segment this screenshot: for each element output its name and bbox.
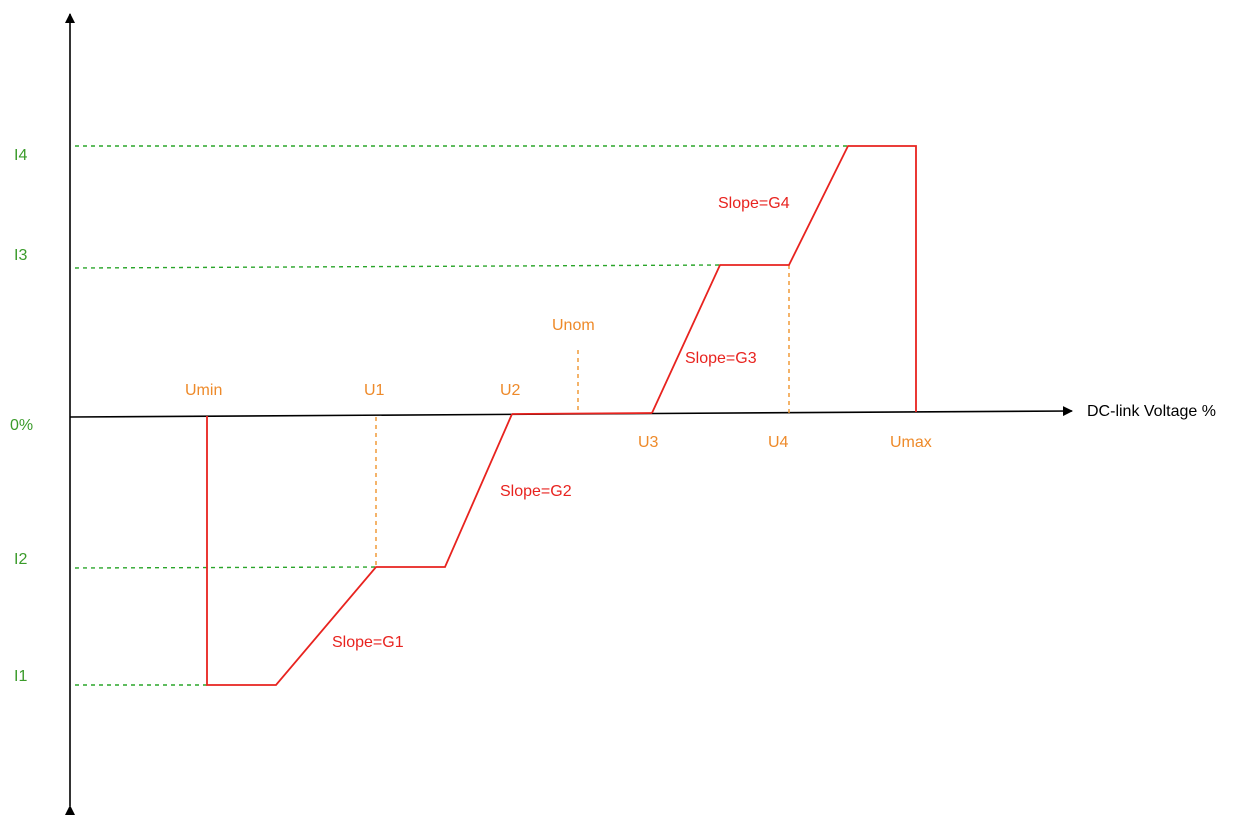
x-axis-label: DC-link Voltage %	[1087, 403, 1216, 420]
positive-branch-curve	[651, 145, 917, 414]
nominal-band-curve	[511, 412, 653, 415]
u1-label: U1	[364, 382, 385, 399]
umin-label: Umin	[185, 382, 222, 399]
u3-label: U3	[638, 434, 659, 451]
i3-guide-line	[74, 264, 721, 269]
i2-label: I2	[14, 551, 27, 568]
voltage-guide-lines	[375, 265, 790, 567]
negative-branch-curve	[206, 413, 513, 686]
unom-label: Unom	[552, 317, 595, 334]
slope-g3-label: Slope=G3	[685, 350, 757, 367]
slope-g2-label: Slope=G2	[500, 483, 572, 500]
zero-percent-label: 0%	[10, 417, 33, 434]
u2-label: U2	[500, 382, 521, 399]
u4-label: U4	[768, 434, 789, 451]
current-guide-lines	[74, 145, 848, 686]
umax-label: Umax	[890, 434, 932, 451]
i1-label: I1	[14, 668, 27, 685]
i2-guide-line	[74, 566, 377, 569]
slope-g4-label: Slope=G4	[718, 195, 790, 212]
i3-label: I3	[14, 247, 27, 264]
characteristic-curve	[206, 145, 917, 686]
slope-g1-label: Slope=G1	[332, 634, 404, 651]
i4-label: I4	[14, 147, 27, 164]
